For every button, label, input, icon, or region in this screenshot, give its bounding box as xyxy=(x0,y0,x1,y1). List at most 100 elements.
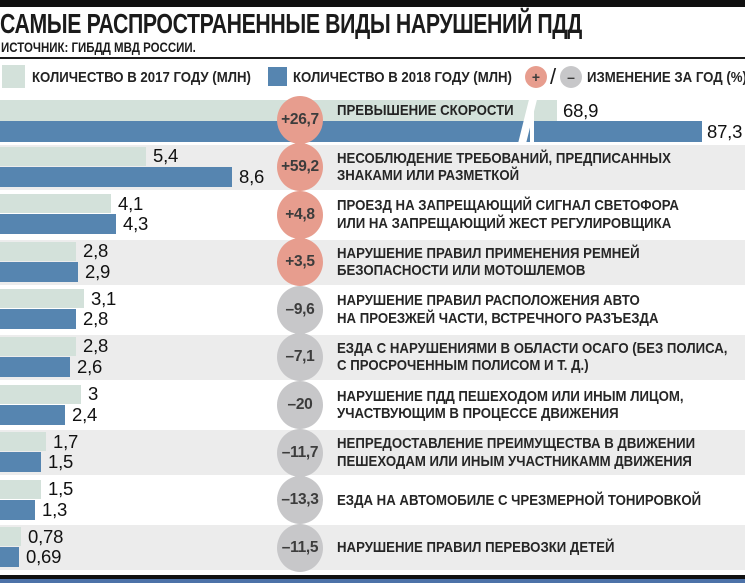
value-2017: 5,4 xyxy=(153,145,179,167)
chart-row: 3 2,4 НАРУШЕНИЕ ПДД ПЕШЕХОДОМ ИЛИ ИНЫМ ЛИЦ… xyxy=(0,381,745,430)
bar-2018 xyxy=(0,214,116,235)
row-label: НЕСОБЛЮДЕНИЕ ТРЕБОВАНИЙ, ПРЕДПИСАННЫХ ЗНА… xyxy=(337,145,696,190)
change-badge: +59,2 xyxy=(277,143,323,192)
chart-rows: ПРЕВЫШЕНИЕ СКОРОСТИ 68,9 87,3 +26,7 5,4 8,6 НЕ… xyxy=(0,95,745,573)
bar-2018 xyxy=(0,121,530,142)
legend-swatch-2017 xyxy=(2,65,25,88)
change-badge: –11,5 xyxy=(277,523,323,572)
bar-2018 xyxy=(0,166,232,187)
chart-row: ПРЕВЫШЕНИЕ СКОРОСТИ 68,9 87,3 +26,7 xyxy=(0,95,745,144)
footer-rule xyxy=(0,575,745,579)
bar-2017-stub xyxy=(534,100,557,121)
bar-2018 xyxy=(0,452,41,473)
legend-label-change: ИЗМЕНЕНИЕ ЗА ГОД (%) xyxy=(587,68,745,86)
bar-2018 xyxy=(0,356,70,377)
value-2017: 68,9 xyxy=(563,99,599,121)
value-2017: 0,78 xyxy=(28,525,64,547)
change-badge: –7,1 xyxy=(277,333,323,382)
value-2018: 4,3 xyxy=(123,213,149,235)
row-label-line: НЕПРЕДОСТАВЛЕНИЕ ПРЕИМУЩЕСТВА В ДВИЖЕНИИ xyxy=(337,435,696,453)
bar-2018 xyxy=(0,404,65,425)
slash-separator: / xyxy=(549,64,557,89)
bar-2017 xyxy=(0,384,81,404)
row-label-line: ПЕШЕХОДАМ ИЛИ ИНЫМ УЧАСТНИКАММ ДВИЖЕНИЯ xyxy=(337,452,692,470)
top-accent-bar xyxy=(0,0,745,7)
chart-row: 3,1 2,8 НАРУШЕНИЕ ПРАВИЛ РАСПОЛОЖЕНИЯ АВТО… xyxy=(0,285,745,334)
row-label: ПРЕВЫШЕНИЕ СКОРОСТИ xyxy=(337,102,514,119)
value-2018: 2,8 xyxy=(83,308,109,330)
row-label: НАРУШЕНИЕ ПРАВИЛ ПЕРЕВОЗКИ ДЕТЕЙ xyxy=(337,525,696,570)
row-label-line: ЕЗДА С НАРУШЕНИЯМИ В ОБЛАСТИ ОСАГО (БЕЗ … xyxy=(337,339,728,357)
value-2018: 1,5 xyxy=(48,451,74,473)
bar-2017 xyxy=(0,194,111,214)
bar-2017 xyxy=(0,336,76,356)
value-2018: 8,6 xyxy=(239,165,265,187)
value-2017: 1,5 xyxy=(48,478,74,500)
row-label-line: НА ПРОЕЗЖЕЙ ЧАСТИ, ВСТРЕЧНОГО РАЗЪЕЗДА xyxy=(337,309,659,327)
value-2018: 2,9 xyxy=(85,260,111,282)
row-label-line: ИЛИ НА ЗАПРЕЩАЮЩИЙ ЖЕСТ РЕГУЛИРОВЩИКА xyxy=(337,214,672,232)
value-2018: 87,3 xyxy=(707,120,743,142)
value-2017: 1,7 xyxy=(53,430,79,452)
chart-row: 2,8 2,9 НАРУШЕНИЕ ПРАВИЛ ПРИМЕНЕНИЯ РЕМНЕЙ… xyxy=(0,238,745,287)
bar-2018 xyxy=(0,309,76,330)
legend-swatch-2018 xyxy=(268,67,287,86)
row-label: НАРУШЕНИЕ ПРАВИЛ ПРИМЕНЕНИЯ РЕМНЕЙ БЕЗОПА… xyxy=(337,240,696,285)
value-2017: 3,1 xyxy=(91,287,117,309)
value-2018: 2,4 xyxy=(72,403,98,425)
bar-2017 xyxy=(0,100,530,121)
row-label-line: УЧАСТВУЮЩИМ В ПРОЦЕССЕ ДВИЖЕНИЯ xyxy=(337,405,619,423)
bar-2017 xyxy=(0,289,84,309)
value-2018: 2,6 xyxy=(77,355,103,377)
row-label: НАРУШЕНИЕ ПРАВИЛ РАСПОЛОЖЕНИЯ АВТО НА ПРО… xyxy=(337,287,696,332)
row-label-line: НАРУШЕНИЕ ПДД ПЕШЕХОДОМ ИЛИ ИНЫМ ЛИЦОМ, xyxy=(337,387,684,405)
chart-row: 1,5 1,3 ЕЗДА НА АВТОМОБИЛЕ С ЧРЕЗМЕРНОЙ ТО… xyxy=(0,476,745,525)
row-label-line: НАРУШЕНИЕ ПРАВИЛ РАСПОЛОЖЕНИЯ АВТО xyxy=(337,292,640,310)
value-2018: 0,69 xyxy=(26,546,62,568)
chart-row: 0,78 0,69 НАРУШЕНИЕ ПРАВИЛ ПЕРЕВОЗКИ ДЕТЕЙ… xyxy=(0,523,745,572)
row-label-line: ПРОЕЗД НА ЗАПРЕЩАЮЩИЙ СИГНАЛ СВЕТОФОРА xyxy=(337,197,679,215)
plus-badge-icon: + xyxy=(525,66,547,88)
row-label-line: С ПРОСРОЧЕННЫМ ПОЛИСОМ И Т. Д.) xyxy=(337,357,589,375)
bar-2017 xyxy=(0,241,76,261)
bar-2017 xyxy=(0,527,21,547)
row-label-line: БЕЗОПАСНОСТИ ИЛИ МОТОШЛЕМОВ xyxy=(337,262,586,280)
bar-2018 xyxy=(0,499,35,520)
row-label: ЕЗДА НА АВТОМОБИЛЕ С ЧРЕЗМЕРНОЙ ТОНИРОВК… xyxy=(337,478,701,523)
page-title: САМЫЕ РАСПРОСТРАНЕННЫЕ ВИДЫ НАРУШЕНИЙ ПД… xyxy=(0,8,582,39)
source-note: ИСТОЧНИК: ГИБДД МВД РОССИИ. xyxy=(1,40,196,55)
change-badge: –9,6 xyxy=(277,285,323,334)
value-2017: 2,8 xyxy=(83,240,109,262)
change-badge: –20 xyxy=(277,381,323,430)
footer-strip xyxy=(0,579,745,583)
chart-row: 5,4 8,6 НЕСОБЛЮДЕНИЕ ТРЕБОВАНИЙ, ПРЕДПИСАН… xyxy=(0,143,745,192)
minus-badge-icon: – xyxy=(560,66,582,88)
value-2017: 4,1 xyxy=(118,192,144,214)
value-2017: 3 xyxy=(88,383,99,405)
chart-row: 4,1 4,3 ПРОЕЗД НА ЗАПРЕЩАЮЩИЙ СИГНАЛ СВЕТО… xyxy=(0,190,745,239)
legend-label-2018: КОЛИЧЕСТВО В 2018 ГОДУ (МЛН) xyxy=(293,68,512,86)
change-badge: –13,3 xyxy=(277,476,323,525)
row-label: НЕПРЕДОСТАВЛЕНИЕ ПРЕИМУЩЕСТВА В ДВИЖЕНИИ… xyxy=(337,430,696,475)
row-label: ЕЗДА С НАРУШЕНИЯМИ В ОБЛАСТИ ОСАГО (БЕЗ … xyxy=(337,335,728,380)
change-badge: +3,5 xyxy=(277,238,323,287)
row-label-line: НАРУШЕНИЕ ПРАВИЛ ПРИМЕНЕНИЯ РЕМНЕЙ xyxy=(337,244,640,262)
bar-2017 xyxy=(0,479,41,499)
bar-2018 xyxy=(0,547,19,568)
row-label-line: ЗНАКАМИ ИЛИ РАЗМЕТКОЙ xyxy=(337,167,520,185)
chart-row: 1,7 1,5 НЕПРЕДОСТАВЛЕНИЕ ПРЕИМУЩЕСТВА В ДВ… xyxy=(0,428,745,477)
header-divider xyxy=(0,57,745,59)
row-label: ПРОЕЗД НА ЗАПРЕЩАЮЩИЙ СИГНАЛ СВЕТОФОРА ИЛ… xyxy=(337,192,696,237)
row-label-line: НЕСОБЛЮДЕНИЕ ТРЕБОВАНИЙ, ПРЕДПИСАННЫХ xyxy=(337,149,671,167)
change-badge: –11,7 xyxy=(277,428,323,477)
value-2018: 1,3 xyxy=(42,498,68,520)
change-badge: +26,7 xyxy=(277,95,323,144)
chart-row: 2,8 2,6 ЕЗДА С НАРУШЕНИЯМИ В ОБЛАСТИ ОСАГО… xyxy=(0,333,745,382)
row-label-line: НАРУШЕНИЕ ПРАВИЛ ПЕРЕВОЗКИ ДЕТЕЙ xyxy=(337,539,615,557)
change-badge: +4,8 xyxy=(277,190,323,239)
bar-2018 xyxy=(0,261,78,282)
bar-2017 xyxy=(0,432,46,452)
value-2017: 2,8 xyxy=(83,335,109,357)
bar-2017 xyxy=(0,146,146,166)
